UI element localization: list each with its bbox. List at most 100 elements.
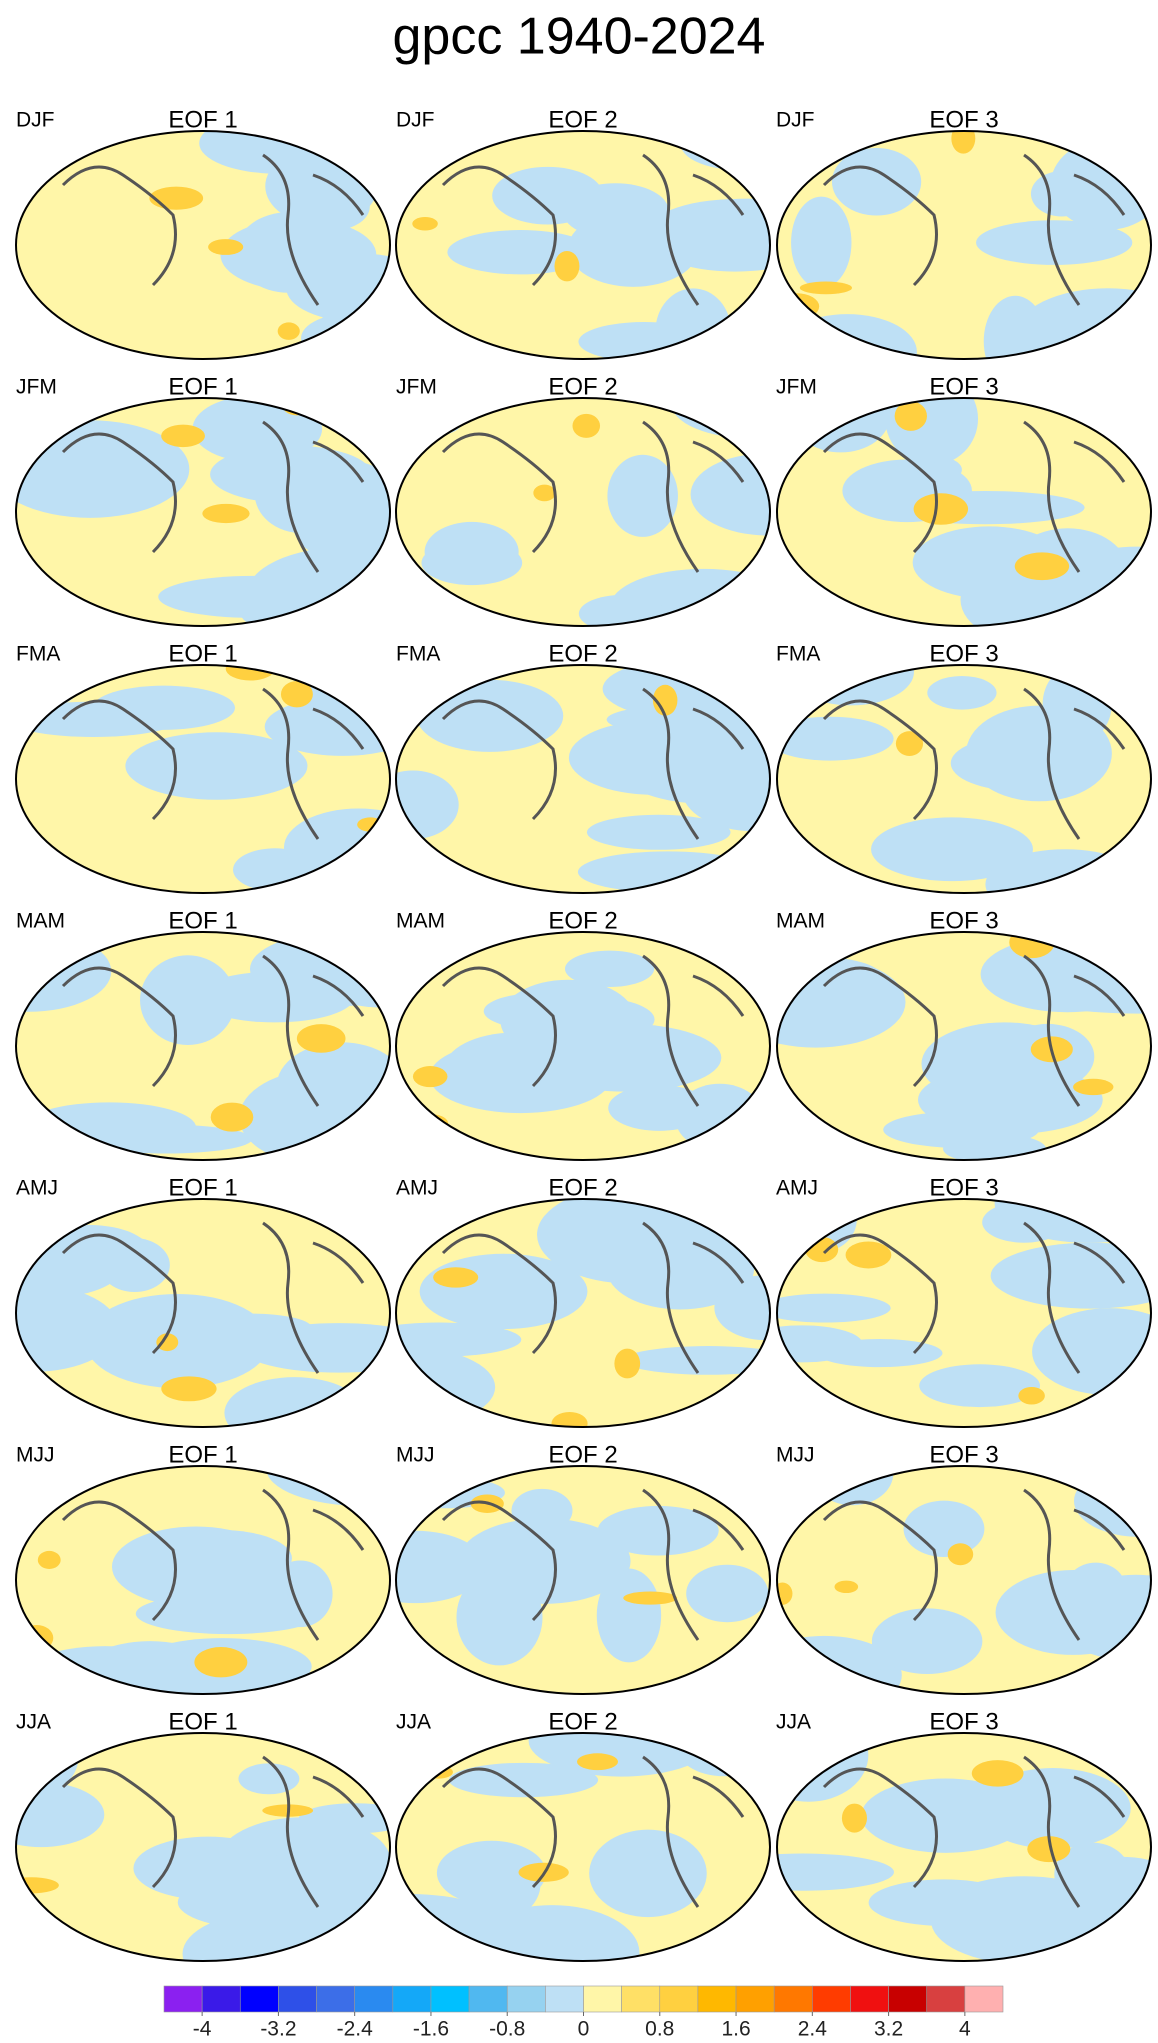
eof-label: EOF 2 <box>548 373 617 400</box>
field-blob <box>572 413 601 438</box>
season-label: JFM <box>16 376 57 399</box>
field-blob <box>16 1382 39 1400</box>
field-blob <box>613 720 770 804</box>
field-blob <box>238 1763 300 1795</box>
field-blob <box>562 183 669 239</box>
colorbar-box <box>850 1985 889 2013</box>
coastline <box>61 954 365 1107</box>
map-panel: JFM EOF 3 <box>776 373 1152 627</box>
field-blob <box>791 196 852 289</box>
coastline <box>61 1488 365 1641</box>
field-blob <box>16 1782 105 1848</box>
colorbar-box <box>506 1985 546 2013</box>
field-blob <box>831 148 922 216</box>
field-blob <box>720 854 770 873</box>
field-blob <box>125 732 308 800</box>
field-blob <box>396 1530 486 1604</box>
field-blob <box>930 1876 1119 1961</box>
eof-label: EOF 1 <box>168 1174 237 1201</box>
field-blob <box>16 1239 121 1298</box>
coastline <box>61 1221 365 1374</box>
field-blob <box>199 131 355 174</box>
map-panel: DJF EOF 1 <box>15 106 391 360</box>
eof-label: EOF 1 <box>168 640 237 667</box>
field-blob <box>777 956 906 1048</box>
field-blob <box>685 604 711 626</box>
field-blob <box>239 1069 390 1160</box>
map-border <box>395 130 771 360</box>
field-blob <box>161 424 205 448</box>
field-blob <box>133 1836 284 1900</box>
field-blob <box>971 1760 1024 1787</box>
map-panel: FMA EOF 2 <box>395 640 771 894</box>
map-border <box>395 664 771 894</box>
colorbar-box <box>278 1985 317 2013</box>
field-blob <box>111 1526 280 1607</box>
season-label: AMJ <box>16 1177 58 1200</box>
map-border <box>395 397 771 627</box>
field-blob <box>913 493 969 525</box>
map-panel: AMJ EOF 3 <box>776 1174 1152 1428</box>
colorbar-box <box>545 1985 584 2013</box>
map-border <box>776 1732 1152 1962</box>
season-label: JFM <box>396 376 437 399</box>
field-blob <box>1014 552 1070 581</box>
coastline <box>822 954 1126 1107</box>
field-blob <box>680 131 770 170</box>
field-blob <box>1078 665 1127 685</box>
map-panel: JFM EOF 1 <box>15 373 391 627</box>
eof-label: EOF 3 <box>929 1174 998 1201</box>
map-border <box>776 931 1152 1161</box>
coastline <box>822 1221 1126 1374</box>
field-blob <box>16 1285 119 1372</box>
field-blob <box>1009 932 1055 959</box>
field-blob <box>554 250 580 282</box>
season-label: JJA <box>16 1711 51 1734</box>
map-border <box>15 1198 391 1428</box>
field-blob <box>16 1771 31 1793</box>
field-blob <box>208 239 244 255</box>
field-blob <box>298 814 390 891</box>
field-blob <box>577 1753 618 1771</box>
field-blob <box>296 1024 346 1053</box>
field-blob <box>975 1768 1131 1849</box>
field-blob <box>597 1505 719 1556</box>
field-blob <box>194 1647 248 1678</box>
map-border <box>15 664 391 894</box>
colorbar-box <box>812 1985 851 2013</box>
field-blob <box>511 1488 573 1533</box>
colorbar-tick-label: 1.6 <box>721 2018 750 2041</box>
season-label: AMJ <box>396 1177 438 1200</box>
field-blob <box>424 521 519 582</box>
field-blob <box>564 950 655 987</box>
field-blob <box>280 681 313 708</box>
field-blob <box>777 1293 891 1323</box>
field-blob <box>817 1339 943 1368</box>
field-blob <box>1027 1836 1071 1863</box>
season-label: FMA <box>396 643 440 666</box>
field-blob <box>293 489 390 562</box>
colorbar-tick-label: -3.2 <box>260 2018 296 2041</box>
coastline <box>822 1488 1126 1641</box>
eof-label: EOF 1 <box>168 907 237 934</box>
field-blob <box>533 484 556 502</box>
field-blob <box>813 665 834 692</box>
colorbar-box <box>239 1985 279 2013</box>
coastline <box>441 1221 745 1374</box>
eof-label: EOF 3 <box>929 907 998 934</box>
field-blob <box>623 1591 678 1605</box>
eof-label: EOF 1 <box>168 1708 237 1735</box>
season-label: DJF <box>776 109 815 132</box>
field-blob <box>894 401 927 431</box>
field-blob <box>885 398 979 466</box>
map-border <box>395 931 771 1161</box>
coastline <box>61 1755 365 1908</box>
eof-label: EOF 1 <box>168 106 237 133</box>
map-border <box>15 130 391 360</box>
field-blob <box>301 312 390 359</box>
field-blob <box>99 1238 170 1293</box>
season-label: FMA <box>776 643 820 666</box>
field-blob <box>845 1241 892 1269</box>
field-blob <box>976 220 1133 265</box>
